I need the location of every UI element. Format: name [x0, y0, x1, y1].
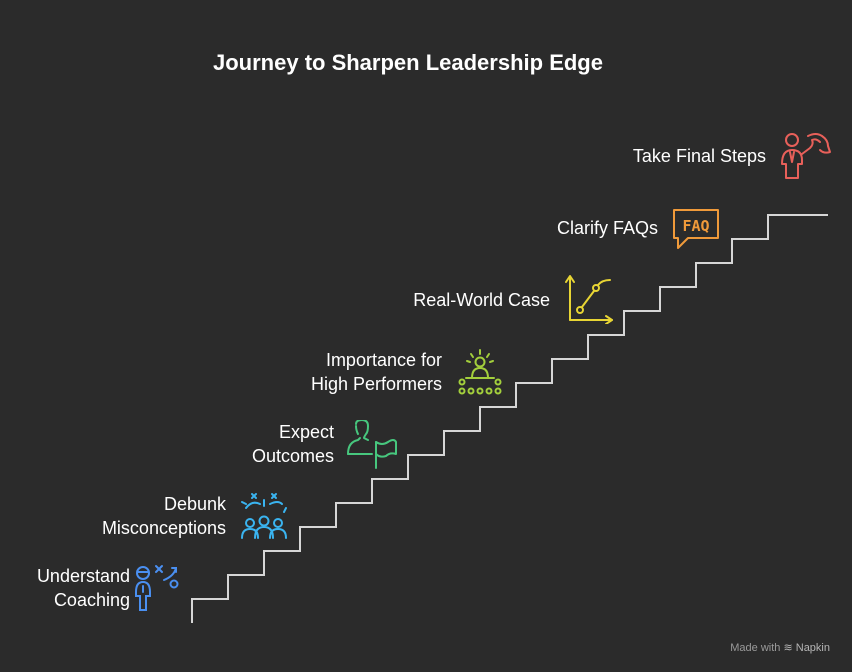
footer-credit: Made with ≋ Napkin: [730, 641, 830, 654]
step-label-expect-outcomes: Expect Outcomes: [252, 420, 334, 468]
svg-text:FAQ: FAQ: [682, 217, 709, 235]
napkin-logo-icon: ≋: [783, 642, 793, 654]
step-label-clarify-faqs: Clarify FAQs: [557, 216, 658, 240]
brand-name: Napkin: [795, 642, 830, 654]
step-label-line: Importance for: [325, 350, 442, 370]
staircase-line: [191, 214, 828, 623]
coaching-strategy-icon: [135, 565, 179, 611]
step-label-importance-for-high-performers: Importance for High Performers: [311, 348, 442, 396]
step-label-line: Debunk: [163, 494, 226, 514]
step-label-line: Outcomes: [251, 446, 334, 466]
line-graph-icon: [565, 275, 613, 324]
celebrating-group-icon: [241, 493, 287, 539]
step-label-line: High Performers: [310, 374, 442, 394]
presenter-icon: [781, 133, 831, 179]
step-label-line: Understand: [36, 566, 130, 586]
leader-audience-icon: [458, 349, 502, 395]
step-label-line: Clarify FAQs: [556, 218, 658, 238]
step-label-line: Misconceptions: [101, 518, 226, 538]
faq-bubble-icon: FAQ: [673, 209, 719, 249]
step-label-real-world-case: Real-World Case: [413, 288, 550, 312]
step-label-line: Expect: [278, 422, 334, 442]
step-label-line: Coaching: [53, 590, 130, 610]
step-label-line: Real-World Case: [413, 290, 550, 310]
person-flag-icon: [347, 420, 397, 469]
made-with-text: Made with: [730, 642, 781, 654]
step-label-understand-coaching: Understand Coaching: [37, 564, 130, 612]
diagram-title: Journey to Sharpen Leadership Edge: [213, 50, 603, 75]
step-label-debunk-misconceptions: Debunk Misconceptions: [102, 492, 226, 540]
step-label-take-final-steps: Take Final Steps: [633, 144, 766, 168]
step-label-line: Take Final Steps: [632, 146, 766, 166]
